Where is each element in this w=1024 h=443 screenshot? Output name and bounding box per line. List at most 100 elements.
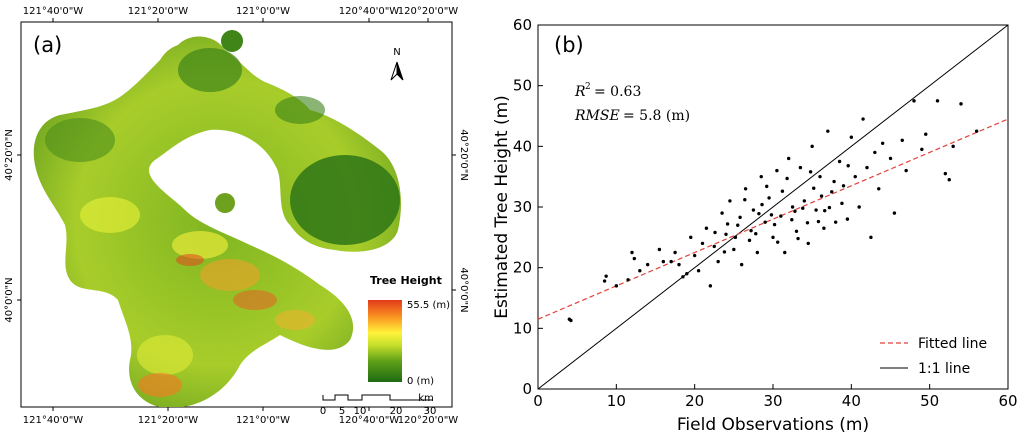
stats-annotation: R 2 = 0.63 RMSE = 5.8 (m) (574, 82, 690, 124)
canopy-island (221, 30, 243, 52)
scatter-point (602, 279, 607, 283)
scatter-point (765, 184, 769, 189)
scatter-point (604, 274, 608, 278)
dense-forest-patch (290, 155, 400, 245)
scatter-point (900, 138, 904, 142)
scatter-point (837, 159, 842, 164)
x-tick-label: 20 (685, 392, 704, 410)
scatter-point (716, 259, 720, 264)
scatter-points (567, 99, 979, 323)
y-axis-label: Estimated Tree Height (m) (492, 95, 512, 319)
y-tick-label: 0 (522, 380, 532, 398)
scatter-point (732, 247, 736, 252)
scatter-point (673, 250, 677, 255)
scatter-point (749, 228, 753, 233)
canopy-patch-yellow (80, 197, 140, 233)
map-right-ticks: 40°20'0"N 40°0'0"N (452, 129, 469, 313)
map-bottom-ticks: 121°40'0"W 121°20'0"W 121°0'0"W 120°40'0… (23, 407, 458, 426)
map-top-tick-label: 121°0'0"W (236, 6, 290, 17)
tree-height-raster (33, 30, 401, 407)
scatter-point (833, 220, 838, 224)
scatter-point (796, 236, 800, 241)
dense-forest-patch (275, 96, 325, 124)
scatter-point (657, 247, 662, 252)
x-axis-label: Field Observations (m) (677, 415, 869, 435)
scatter-point (767, 196, 771, 200)
scatter-point (760, 202, 764, 207)
scatter-point (733, 235, 738, 240)
map-bottom-tick-label: 121°40'0"W (23, 415, 84, 426)
scatter-point (802, 199, 807, 203)
scatter-point (786, 156, 791, 161)
map-bottom-tick-label: 120°40'0"W (339, 415, 400, 426)
scatter-point (775, 168, 779, 173)
scatter-point (830, 190, 834, 194)
y-tick-label: 20 (513, 259, 532, 277)
scatter-point (816, 219, 821, 224)
scatter-point (700, 241, 705, 246)
scatter-point (614, 284, 619, 288)
map-top-tick-label: 121°20'0"W (128, 6, 189, 17)
scatter-point (724, 232, 728, 236)
scatter-point (877, 187, 881, 191)
scatter-point (827, 205, 832, 210)
scatter-point (751, 208, 756, 212)
scatter-point (728, 199, 732, 203)
scatter-point (947, 178, 951, 182)
scale-tick: 30 (424, 406, 437, 417)
legend-identity-label: 1:1 line (918, 361, 970, 377)
scatter-point (943, 171, 948, 176)
scatter-point (823, 208, 827, 213)
scatter-point (630, 250, 634, 255)
scatter-point (696, 269, 701, 273)
scatter-point (780, 189, 785, 193)
scatter-point (638, 269, 642, 273)
x-tick-label: 60 (998, 392, 1017, 410)
map-right-tick-label: 40°20'0"N (458, 129, 469, 181)
scale-tick: 0 (320, 406, 326, 417)
scatter-legend: Fitted line 1:1 line (880, 336, 987, 377)
scatter-point (869, 235, 873, 240)
scatter-point (861, 117, 865, 121)
x-axis-ticks: 0 10 20 30 40 50 60 (533, 384, 1018, 410)
scatter-point (808, 170, 813, 174)
rmse-label: RMSE (574, 108, 620, 124)
scatter-point (708, 284, 713, 288)
scatter-point (743, 198, 747, 202)
scatter-point (892, 211, 897, 215)
scatter-point (685, 272, 689, 276)
canopy-patch-orange (200, 259, 260, 291)
y-tick-label: 40 (513, 137, 532, 155)
scatter-point (757, 211, 761, 216)
scatter-point (783, 250, 787, 255)
scatter-point (798, 165, 803, 170)
map-bottom-tick-label: 121°0'0"W (236, 415, 290, 426)
identity-line (537, 24, 1009, 390)
map-left-ticks: 40°20'0"N 40°0'0"N (4, 129, 21, 323)
map-top-tick-label: 121°40'0"W (23, 6, 84, 17)
scatter-point (857, 205, 861, 209)
scale-tick: 5 (339, 406, 345, 417)
map-top-ticks: 121°40'0"W 121°20'0"W 121°0'0"W 120°40'0… (23, 6, 458, 22)
tree-height-legend: Tree Height 55.5 (m) 0 (m) (368, 274, 450, 387)
scatter-point (689, 235, 693, 240)
y-tick-label: 60 (513, 16, 532, 34)
scatter-point (790, 218, 794, 222)
scatter-point (806, 241, 810, 246)
legend-title: Tree Height (370, 274, 442, 287)
x-tick-label: 40 (842, 392, 861, 410)
y-tick-label: 50 (513, 77, 532, 95)
scatter-point (912, 99, 916, 103)
scatter-point (845, 217, 850, 221)
scatter-point (632, 256, 637, 261)
scatter-point (692, 253, 697, 258)
scatter-point (736, 223, 740, 227)
y-axis-ticks: 0 10 20 30 40 50 60 (513, 16, 543, 398)
scatter-point (794, 229, 799, 233)
scatter-point (569, 318, 573, 323)
north-label: N (393, 47, 400, 58)
canopy-island (215, 193, 235, 213)
canopy-patch-yellow (172, 231, 228, 259)
scatter-point (951, 144, 955, 149)
scatter-point (974, 129, 979, 133)
